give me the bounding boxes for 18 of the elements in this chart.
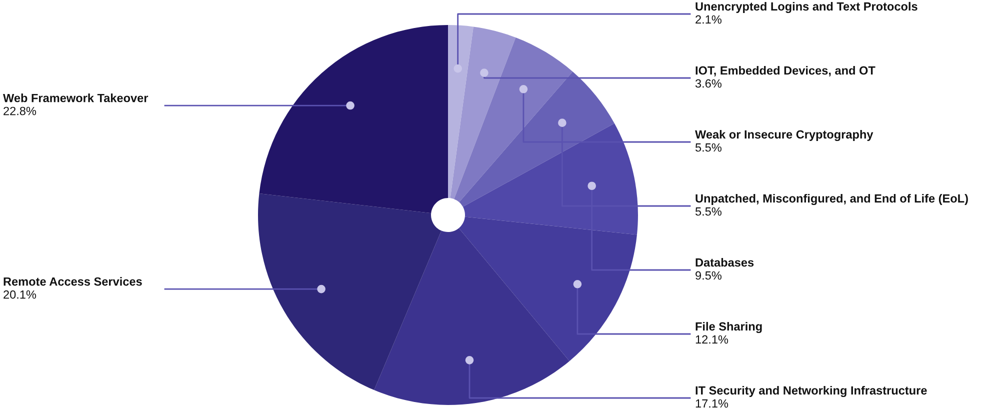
data-label: 9.5%	[696, 271, 722, 280]
data-label: 2.1%	[696, 15, 722, 24]
slice-label: Web Framework Takeover	[3, 94, 148, 102]
data-label: 5.5%	[695, 207, 722, 216]
data-label: 5.5%	[695, 143, 722, 152]
data-label: 3.6%	[695, 79, 722, 88]
data-label: 12.1%	[696, 335, 728, 344]
data-label: 20.1%	[4, 290, 36, 299]
slice-label: Weak or Insecure Cryptography	[695, 130, 874, 141]
slice-label: IOT, Embedded Devices, and OT	[696, 66, 876, 76]
slice-label: Unpatched, Misconfigured, and End of Life (EoL)	[696, 194, 968, 205]
data-label: 22.8%	[4, 106, 36, 116]
slice-label: IT Security and Networking Infrastructure	[696, 386, 927, 397]
data-label: 17.1%	[696, 399, 728, 408]
slice-label: Unencrypted Logins and Text Protocols	[696, 2, 918, 13]
slice-label: Databases	[696, 258, 754, 267]
slice-label: File Sharing	[696, 322, 762, 333]
slice-label: Remote Access Services	[4, 277, 142, 286]
